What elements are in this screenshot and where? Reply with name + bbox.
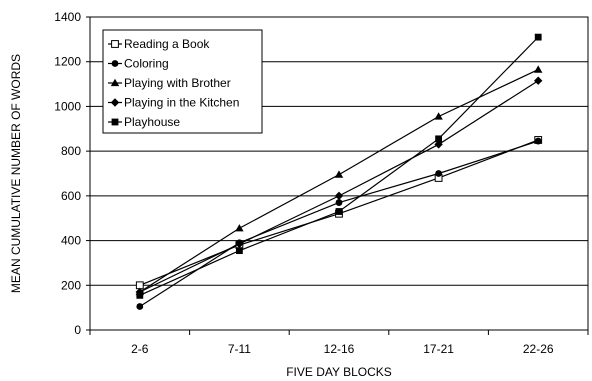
x-tick-label: 12-16 (324, 342, 355, 356)
legend-item: Playhouse (108, 115, 180, 129)
legend-item: Reading a Book (108, 37, 210, 51)
legend-label: Reading a Book (124, 37, 210, 51)
legend-label: Coloring (124, 57, 169, 71)
legend-item: Playing with Brother (108, 76, 231, 90)
y-axis-label: MEAN CUMULATIVE NUMBER OF WORDS (9, 54, 23, 293)
data-point (135, 281, 144, 290)
data-point (534, 33, 542, 41)
legend-label: Playing in the Kitchen (124, 96, 239, 110)
series-group (135, 33, 543, 310)
data-point (136, 291, 144, 299)
x-axis-label: FIVE DAY BLOCKS (286, 365, 392, 379)
y-tick-label: 600 (61, 189, 81, 203)
legend-box (102, 29, 263, 134)
legend-label: Playhouse (124, 115, 180, 129)
series (136, 137, 542, 310)
data-point (334, 191, 344, 201)
y-axis-ticks: 0 200 400 600 800 1000 1200 1400 (54, 10, 90, 337)
legend-item: Coloring (108, 57, 169, 71)
data-point (534, 65, 543, 73)
x-tick-label: 22-26 (523, 342, 554, 356)
y-tick-label: 1200 (54, 55, 81, 69)
data-point (110, 78, 120, 87)
x-tick-label: 17-21 (423, 342, 454, 356)
data-point (435, 135, 442, 143)
data-point (435, 170, 442, 177)
data-point (434, 112, 443, 120)
legend-label: Playing with Brother (124, 76, 231, 90)
x-tick-label: 7-11 (228, 342, 251, 356)
data-point (110, 98, 120, 107)
data-point (236, 247, 243, 255)
data-point (235, 239, 244, 249)
plot-area (89, 16, 589, 331)
legend-item: Playing in the Kitchen (108, 96, 239, 110)
y-tick-label: 200 (61, 278, 81, 292)
y-tick-label: 400 (61, 234, 81, 248)
x-axis-ticks: 2-6 7-11 12-16 17-21 22-26 (89, 330, 589, 356)
series (136, 33, 542, 299)
data-point (111, 118, 119, 126)
y-tick-label: 1000 (54, 99, 81, 113)
data-point (136, 303, 144, 310)
y-tick-label: 800 (61, 144, 81, 158)
data-point (335, 199, 343, 206)
data-point (434, 140, 443, 149)
series-line (139, 140, 539, 308)
x-tick-label: 2-6 (131, 342, 149, 356)
data-point (111, 60, 119, 67)
data-point (235, 224, 244, 232)
data-point (111, 40, 119, 48)
data-point (334, 170, 344, 178)
legend: Reading a Book Coloring Playing with Broth… (102, 29, 263, 134)
y-tick-label: 0 (74, 323, 81, 337)
data-point (335, 208, 343, 215)
y-tick-label: 1400 (54, 10, 81, 24)
data-point (534, 76, 543, 85)
data-point (534, 137, 542, 145)
